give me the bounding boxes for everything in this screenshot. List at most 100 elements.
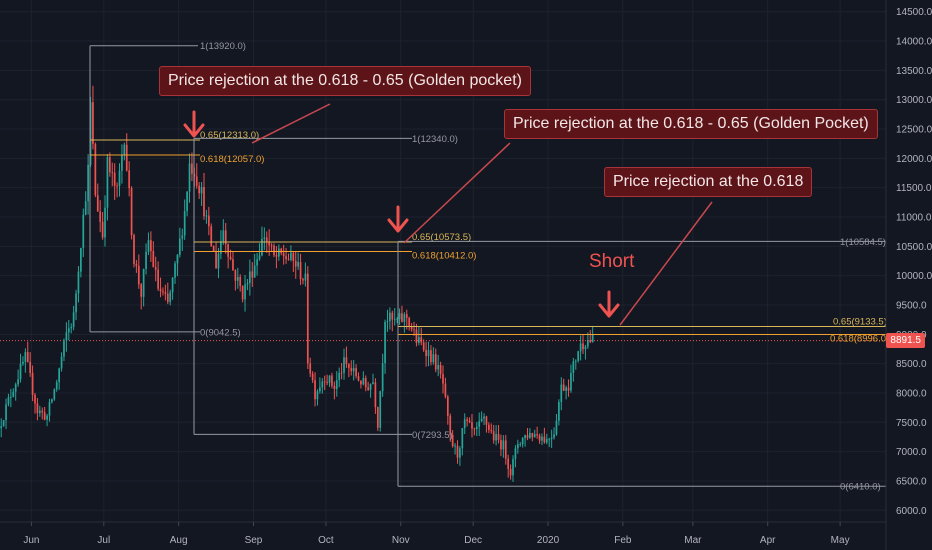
current-price-tag: 8891.5 [886, 332, 925, 348]
candle-body [389, 312, 391, 322]
candle-body [191, 163, 193, 174]
candle-body [31, 372, 34, 395]
candle-body [504, 440, 507, 459]
arrow-head [598, 303, 620, 318]
candle-body [384, 321, 386, 364]
candle-body [463, 419, 466, 429]
candle-body [229, 256, 232, 260]
candle-body [311, 373, 314, 381]
candle-body [495, 434, 497, 441]
candle-body [512, 459, 514, 476]
candle-body [488, 424, 490, 430]
candle-body [316, 391, 319, 400]
candle-body [65, 332, 68, 341]
candle-body [26, 352, 29, 362]
candle-body [104, 207, 106, 238]
candle-body [314, 380, 316, 400]
candle-body [220, 241, 222, 254]
x-tick-label: Mar [684, 535, 702, 546]
candle-body [381, 363, 384, 392]
candle-body [468, 420, 471, 423]
candle-body [437, 364, 440, 370]
candle-body [376, 407, 379, 428]
candle-body [178, 238, 181, 255]
candle-body [282, 253, 285, 257]
candle-body [29, 361, 32, 373]
candle-body [543, 436, 546, 443]
candle-body [169, 292, 172, 302]
x-tick-label: Sep [245, 535, 263, 546]
candle-body [418, 337, 420, 343]
candle-body [128, 170, 131, 189]
candle-body [326, 381, 328, 383]
candle-body [427, 350, 430, 357]
callout-0618-january: Price rejection at the 0.618 [604, 167, 813, 197]
candle-body [285, 256, 287, 260]
candle-body [273, 245, 275, 256]
candle-body [302, 279, 304, 281]
candle-body [222, 230, 225, 242]
candle-body [586, 340, 589, 347]
y-tick-label: 13000.0 [896, 95, 932, 106]
candle-body [133, 235, 135, 265]
candle-body [352, 368, 355, 372]
down-arrow-icon [183, 110, 205, 138]
candle-body [162, 291, 164, 293]
candle-body [210, 226, 213, 247]
candle-body [362, 377, 365, 385]
y-tick-label: 9500.0 [896, 300, 927, 311]
candle-body [299, 262, 302, 280]
candle-body [188, 163, 191, 192]
candle-body [454, 445, 456, 447]
candle-body [75, 293, 77, 313]
candle-body [140, 284, 143, 297]
candle-body [533, 434, 536, 438]
candle-body [343, 357, 345, 373]
candle-body [471, 422, 473, 429]
candle-body [430, 350, 432, 363]
y-tick-label: 10500.0 [896, 242, 932, 253]
candle-body [553, 434, 555, 438]
candle-body [46, 415, 48, 420]
candle-body [60, 356, 63, 369]
candle-body [565, 387, 567, 391]
candle-body [43, 412, 46, 420]
candle-body [451, 435, 454, 447]
candle-body [473, 428, 476, 430]
candle-body [509, 468, 512, 476]
fib-level-label: 0(9042.5) [200, 327, 241, 338]
candle-body [111, 172, 114, 173]
fib-retracements: 1(13920.0) 0.65(12313.0) 0.618(12057.0) 0(9… [89, 41, 889, 493]
time-axis[interactable]: Jun Jul Aug Sep Oct Nov Dec 2020 Feb Mar Apr May [0, 521, 886, 546]
candle-body [466, 419, 468, 421]
fib-level-label: 0.618(8996.0) [830, 334, 889, 345]
y-tick-label: 6500.0 [896, 476, 927, 487]
candle-body [432, 354, 435, 363]
y-tick-label: 6000.0 [896, 506, 927, 517]
candle-body [186, 191, 188, 212]
candle-body [292, 252, 295, 261]
candle-body [94, 143, 97, 196]
candle-body [152, 251, 155, 268]
candle-body [7, 397, 10, 405]
candle-body [19, 363, 22, 380]
candle-body [145, 251, 147, 269]
candle-body [475, 426, 478, 430]
fib-level-label: 0.65(9133.5) [833, 316, 887, 327]
candle-body [507, 458, 510, 469]
candle-body [217, 253, 220, 269]
candle-body [277, 248, 280, 257]
candle-body [369, 384, 372, 390]
candle-body [135, 264, 138, 267]
candle-body [309, 363, 312, 374]
callout-leader [251, 103, 331, 144]
price-axis[interactable]: 6000.06500.07000.07500.08000.08500.09000… [885, 0, 932, 550]
candle-body [263, 237, 266, 239]
y-tick-label: 14500.0 [896, 7, 932, 18]
candle-body [350, 367, 353, 372]
candle-body [63, 340, 65, 357]
candle-body [480, 418, 483, 422]
candle-body [159, 288, 162, 292]
y-tick-label: 12000.0 [896, 154, 932, 165]
